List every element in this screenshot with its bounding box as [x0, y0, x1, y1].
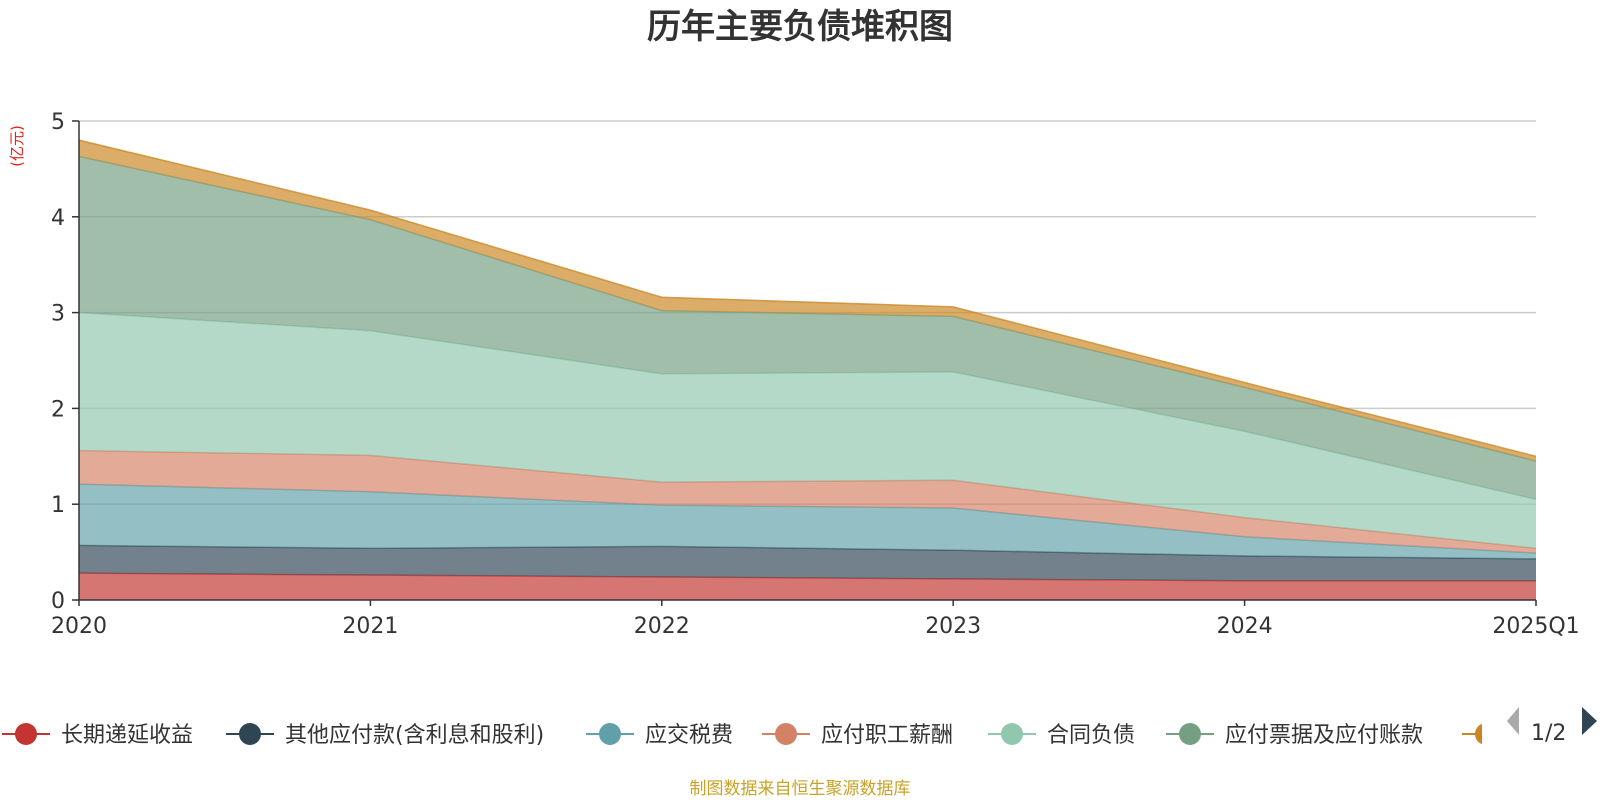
source-note: 制图数据来自恒生聚源数据库 [689, 779, 911, 799]
legend-item-4[interactable]: 合同负债 [988, 723, 1135, 748]
y-tick-label: 2 [51, 397, 65, 422]
legend-marker-icon [599, 723, 621, 745]
legend-marker-icon [1001, 723, 1023, 745]
legend-label: 应付票据及应付账款 [1225, 723, 1423, 748]
stacked-areas [78, 139, 1537, 600]
x-tick-label: 2022 [634, 614, 690, 639]
y-tick-label: 0 [51, 589, 65, 614]
legend-prev-icon[interactable] [1507, 707, 1519, 735]
legend-label: 应交税费 [645, 723, 733, 748]
x-tick-label: 2021 [342, 614, 398, 639]
x-tick-label: 2025Q1 [1492, 614, 1579, 639]
legend-next-icon[interactable] [1582, 707, 1597, 735]
area-line-5 [78, 155, 1537, 462]
y-tick-label: 1 [51, 493, 65, 518]
y-tick-label: 5 [51, 110, 65, 135]
legend: 长期递延收益 其他应付款(含利息和股利) 应交税费 应付职工薪酬 合同负债 应付票据及应付… [2, 723, 1510, 748]
legend-marker-icon [775, 723, 797, 745]
area-series-2 [79, 484, 1536, 559]
legend-label: 合同负债 [1047, 723, 1135, 748]
legend-marker-icon [1179, 723, 1201, 745]
legend-item-5[interactable]: 应付票据及应付账款 [1166, 723, 1423, 748]
area-series-1 [79, 545, 1536, 581]
legend-pager-text: 1/2 [1531, 721, 1566, 746]
legend-marker-icon [1475, 723, 1482, 745]
x-tick-label: 2020 [51, 614, 107, 639]
legend-label: 其他应付款(含利息和股利) [285, 723, 544, 748]
legend-item-0[interactable]: 长期递延收益 [2, 723, 193, 748]
legend-item-6[interactable] [1462, 723, 1510, 745]
y-unit-label: (亿元) [8, 125, 26, 167]
chart-title: 历年主要负债堆积图 [647, 7, 953, 47]
legend-pager: 1/2 [1507, 707, 1597, 746]
axes: 0 1 2 3 4 5 (亿元) 2020 2021 2022 2023 2024 2025Q1 [8, 110, 1580, 639]
legend-item-3[interactable]: 应付职工薪酬 [762, 723, 953, 748]
area-series-0 [79, 573, 1536, 600]
legend-label: 长期递延收益 [61, 723, 193, 748]
legend-marker-icon [239, 723, 261, 745]
area-line-6 [78, 139, 1537, 458]
y-tick-label: 4 [51, 206, 65, 231]
x-tick-label: 2023 [925, 614, 981, 639]
area-series-5 [79, 156, 1536, 500]
legend-label: 应付职工薪酬 [821, 723, 953, 748]
y-tick-label: 3 [51, 302, 65, 327]
x-tick-label: 2024 [1217, 614, 1273, 639]
legend-item-2[interactable]: 应交税费 [586, 723, 733, 748]
legend-item-1[interactable]: 其他应付款(含利息和股利) [226, 723, 544, 748]
area-series-3 [79, 450, 1536, 554]
legend-marker-icon [15, 723, 37, 745]
area-series-4 [79, 312, 1536, 549]
